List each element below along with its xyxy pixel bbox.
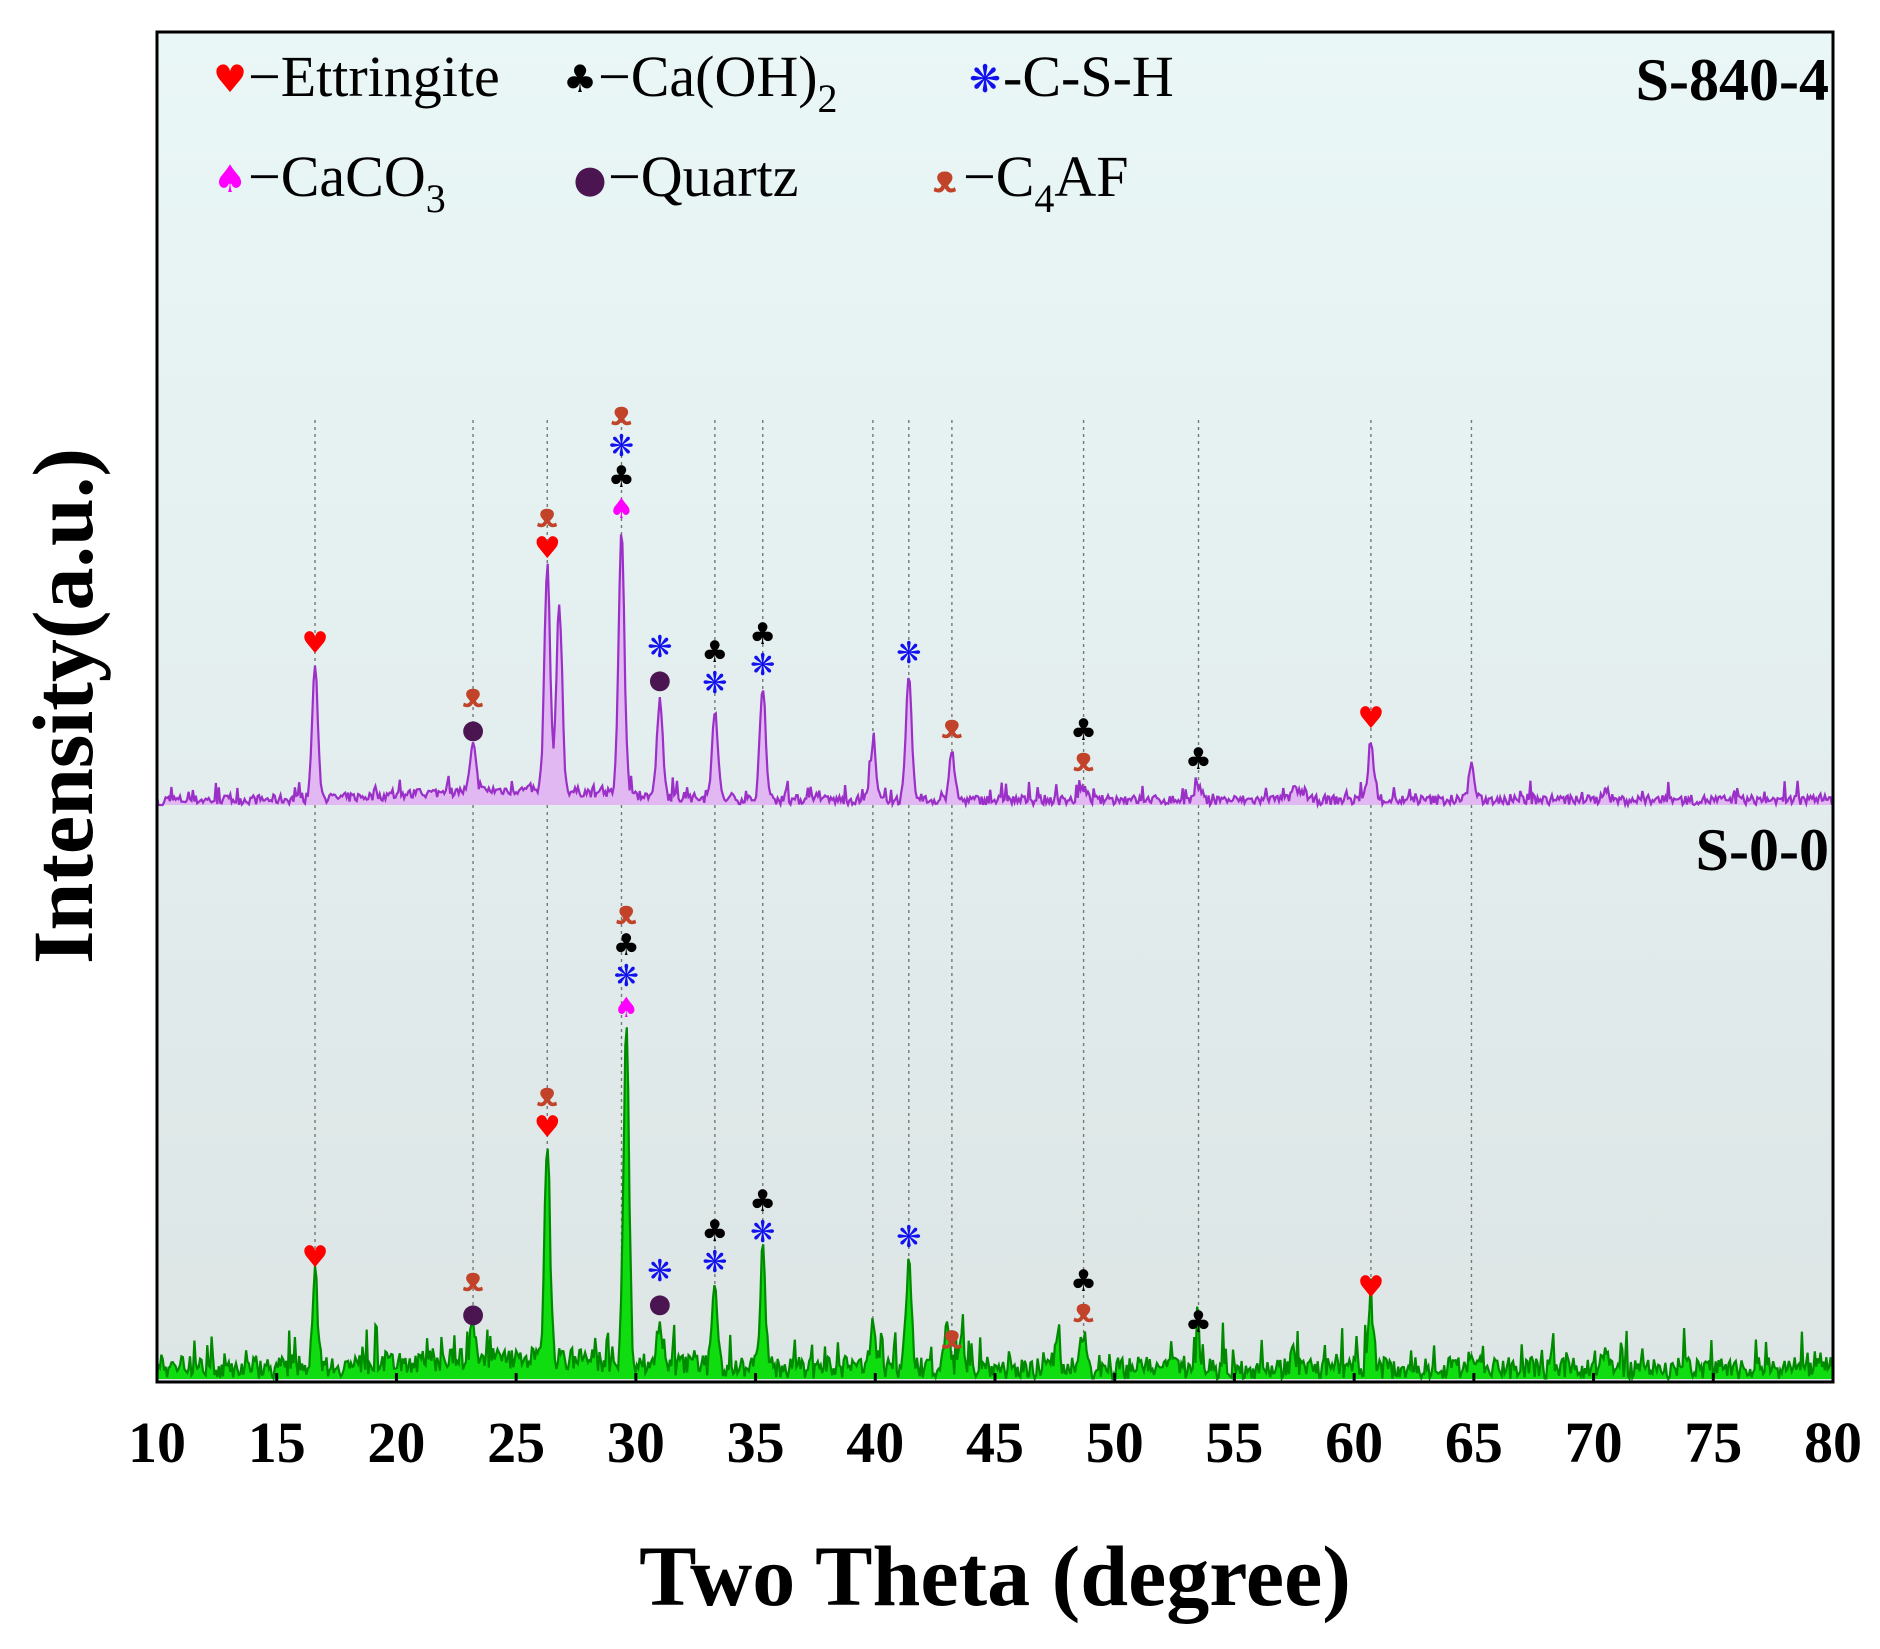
legend-entry-caoh2: ♣ −Ca(OH)2 — [563, 44, 838, 121]
legend-label: −Ca(OH)2 — [598, 44, 838, 121]
x-axis-ticks: 10 15 20 25 30 35 40 45 50 55 60 65 70 75 80 — [128, 1373, 1862, 1475]
marker-c4af-icon: ᴥ — [463, 676, 484, 716]
phase-markers: ♥●ᴥ♥ᴥ ♠♣❋ᴥ●❋❋♣ ❋♣❋ᴥᴥ♣♣♥♥●ᴥ♥ᴥ♠❋♣ᴥ●❋ ❋♣ ❋♣❋ᴥᴥ♣… — [302, 394, 1385, 1358]
marker-ettringite-icon: ♥ — [534, 1110, 561, 1145]
x-tick-label: 55 — [1205, 1410, 1263, 1475]
x-tick-label: 20 — [367, 1410, 425, 1475]
marker-caoh2-icon: ♣ — [1185, 1305, 1212, 1340]
series-label: S-840-4 — [1636, 47, 1829, 113]
y-axis-title: Intensity(a.u.) — [15, 448, 111, 964]
marker-quartz-icon: ● — [648, 1289, 671, 1319]
marker-caoh2-icon: ♣ — [1070, 713, 1097, 748]
legend-caoh2-icon: ♣ — [563, 57, 597, 101]
legend-ettringite-icon: ♥ — [213, 57, 247, 101]
marker-c4af-icon: ᴥ — [1073, 740, 1094, 780]
marker-c4af-icon: ᴥ — [1073, 1291, 1094, 1331]
plot-background — [157, 32, 1833, 1382]
x-tick-label: 65 — [1445, 1410, 1503, 1475]
legend-label: -C-S-H — [1003, 44, 1174, 109]
legend-quartz-icon: ● — [573, 157, 606, 201]
x-tick-label: 10 — [128, 1410, 186, 1475]
x-tick-label: 25 — [487, 1410, 545, 1475]
marker-csh-icon: ❋ — [614, 959, 639, 994]
marker-caco3-icon: ♠ — [609, 492, 634, 525]
marker-csh-icon: ❋ — [609, 429, 634, 464]
marker-caoh2-icon: ♣ — [749, 617, 776, 652]
legend-entry-c4af: ᴥ −C4AF — [933, 144, 1128, 221]
marker-ettringite-icon: ♥ — [302, 626, 329, 661]
marker-caco3-icon: ♠ — [614, 991, 639, 1024]
legend-label: −C4AF — [963, 144, 1129, 221]
legend-csh-icon: ❋ — [969, 57, 1001, 101]
series-label: S-0-0 — [1696, 817, 1829, 883]
x-tick-label: 50 — [1086, 1410, 1144, 1475]
marker-ettringite-icon: ♥ — [534, 531, 561, 566]
marker-quartz-icon: ● — [648, 665, 671, 695]
x-tick-label: 80 — [1804, 1410, 1862, 1475]
marker-csh-icon: ❋ — [750, 648, 775, 683]
legend-entry-csh: ❋ -C-S-H — [969, 44, 1174, 109]
legend: ♥ −Ettringite ♣ −Ca(OH)2 ❋ -C-S-H ♠ −CaCO3 ● −Qua… — [213, 44, 1174, 221]
marker-c4af-icon: ᴥ — [941, 1318, 962, 1358]
legend-label: −Ettringite — [248, 44, 500, 109]
legend-caco3-icon: ♠ — [213, 157, 247, 201]
marker-c4af-icon: ᴥ — [611, 394, 632, 434]
x-tick-label: 75 — [1684, 1410, 1742, 1475]
marker-csh-icon: ❋ — [702, 1245, 727, 1280]
series-line — [155, 534, 1834, 809]
series-labels: S-840-4 S-0-0 — [1636, 47, 1829, 883]
marker-caoh2-icon: ♣ — [701, 1214, 728, 1249]
reference-lines — [314, 420, 1473, 1375]
series-line — [155, 1027, 1834, 1383]
legend-entry-caco3: ♠ −CaCO3 — [213, 144, 446, 221]
x-tick-label: 30 — [607, 1410, 665, 1475]
x-tick-label: 40 — [846, 1410, 904, 1475]
marker-caoh2-icon: ♣ — [749, 1184, 776, 1219]
marker-c4af-icon: ᴥ — [463, 1260, 484, 1300]
series-layer — [155, 534, 1834, 1383]
x-tick-label: 35 — [727, 1410, 785, 1475]
marker-csh-icon: ❋ — [896, 636, 921, 671]
marker-ettringite-icon: ♥ — [302, 1240, 329, 1275]
legend-label: −Quartz — [608, 144, 799, 209]
marker-csh-icon: ❋ — [750, 1215, 775, 1250]
marker-caoh2-icon: ♣ — [613, 928, 640, 963]
marker-c4af-icon: ᴥ — [941, 707, 962, 747]
marker-csh-icon: ❋ — [896, 1220, 921, 1255]
marker-caoh2-icon: ♣ — [701, 635, 728, 670]
legend-c4af-icon: ᴥ — [933, 157, 956, 201]
x-tick-label: 60 — [1325, 1410, 1383, 1475]
marker-ettringite-icon: ♥ — [1357, 701, 1384, 736]
x-tick-label: 15 — [248, 1410, 306, 1475]
marker-csh-icon: ❋ — [702, 666, 727, 701]
marker-c4af-icon: ᴥ — [616, 893, 637, 933]
marker-ettringite-icon: ♥ — [1357, 1270, 1384, 1305]
legend-label: −CaCO3 — [248, 144, 446, 221]
legend-entry-quartz: ● −Quartz — [573, 144, 798, 209]
marker-csh-icon: ❋ — [647, 630, 672, 665]
marker-quartz-icon: ● — [462, 1299, 485, 1329]
x-tick-label: 70 — [1565, 1410, 1623, 1475]
marker-csh-icon: ❋ — [647, 1254, 672, 1289]
x-axis-title: Two Theta (degree) — [639, 1528, 1351, 1624]
marker-c4af-icon: ᴥ — [537, 1075, 558, 1115]
marker-quartz-icon: ● — [462, 715, 485, 745]
marker-caoh2-icon: ♣ — [608, 460, 635, 495]
x-tick-label: 45 — [966, 1410, 1024, 1475]
legend-entry-ettringite: ♥ −Ettringite — [213, 44, 500, 109]
marker-caoh2-icon: ♣ — [1070, 1264, 1097, 1299]
marker-c4af-icon: ᴥ — [537, 496, 558, 536]
marker-caoh2-icon: ♣ — [1185, 742, 1212, 777]
